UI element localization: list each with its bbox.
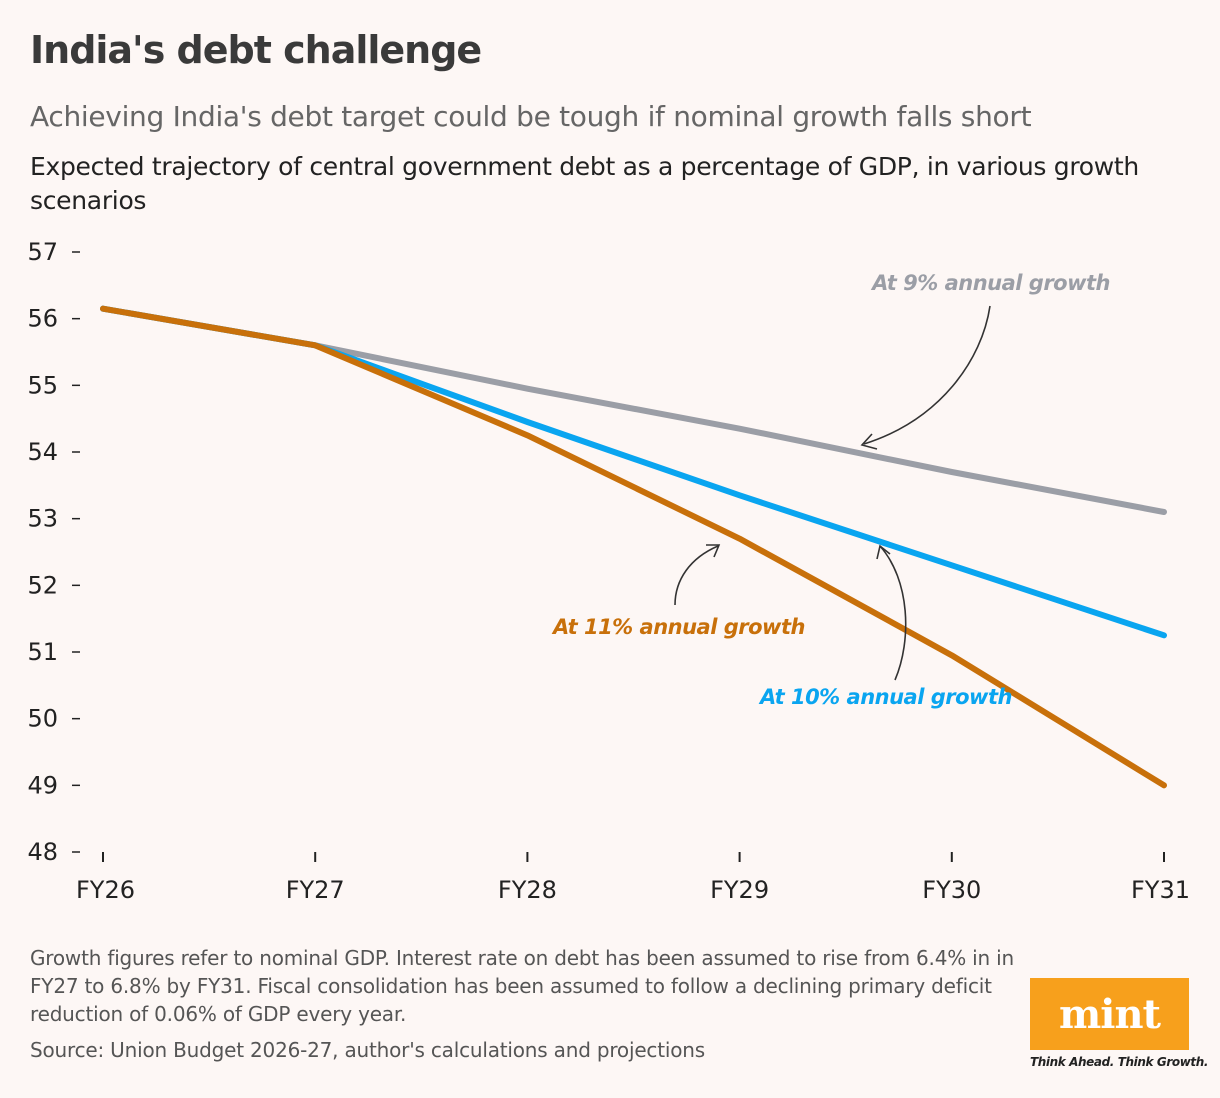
x-tick-label: FY30 (922, 876, 981, 904)
mint-logo: mint (1030, 978, 1189, 1050)
y-axis: 57 56 55 54 53 52 51 50 49 48 (27, 238, 80, 866)
line-chart: 57 56 55 54 53 52 51 50 49 48 FY26 FY27 FY28 FY29 FY3… (27, 238, 1190, 904)
x-tick-label: FY28 (498, 876, 557, 904)
series-lines (100, 305, 1167, 789)
x-tick-label: FY27 (286, 876, 345, 904)
annotation-arrow-10 (879, 545, 907, 681)
chart-title: India's debt challenge (30, 28, 482, 72)
y-tick-label: 52 (27, 571, 58, 599)
annotation-arrow-9 (863, 305, 991, 445)
series-line-1 (100, 305, 1167, 639)
arrowhead-11 (706, 544, 721, 558)
y-tick-label: 50 (27, 705, 58, 733)
annotation-arrow-11 (674, 545, 719, 606)
y-tick-label: 49 (27, 771, 58, 799)
y-tick-label: 51 (27, 638, 58, 666)
y-tick-label: 56 (27, 305, 58, 333)
y-tick-label: 57 (27, 238, 58, 266)
x-axis: FY26 FY27 FY28 FY29 FY30 FY31 (76, 852, 1190, 904)
series-line-2 (100, 305, 1167, 789)
chart-source: Source: Union Budget 2026-27, author's c… (30, 1038, 705, 1062)
x-tick-label: FY26 (76, 876, 135, 904)
x-tick-label: FY29 (710, 876, 769, 904)
arrowhead-10 (876, 544, 891, 560)
series-label-11: At 11% annual growth (551, 615, 805, 639)
y-tick-label: 48 (27, 838, 58, 866)
series-label-9: At 9% annual growth (870, 271, 1110, 295)
chart-subtitle: Achieving India's debt target could be t… (30, 100, 1032, 133)
y-tick-label: 53 (27, 505, 58, 533)
arrowhead-9 (860, 433, 878, 450)
chart-notes: Growth figures refer to nominal GDP. Int… (30, 946, 1015, 1026)
chart-description: Expected trajectory of central governmen… (30, 152, 1139, 215)
annotations: At 9% annual growth At 11% annual growth… (551, 271, 1111, 709)
series-label-10: At 10% annual growth (758, 685, 1012, 709)
x-tick-label: FY31 (1131, 876, 1190, 904)
y-tick-label: 54 (27, 438, 58, 466)
y-tick-label: 55 (27, 371, 58, 399)
brand-tagline: Think Ahead. Think Growth. (1030, 1055, 1209, 1069)
